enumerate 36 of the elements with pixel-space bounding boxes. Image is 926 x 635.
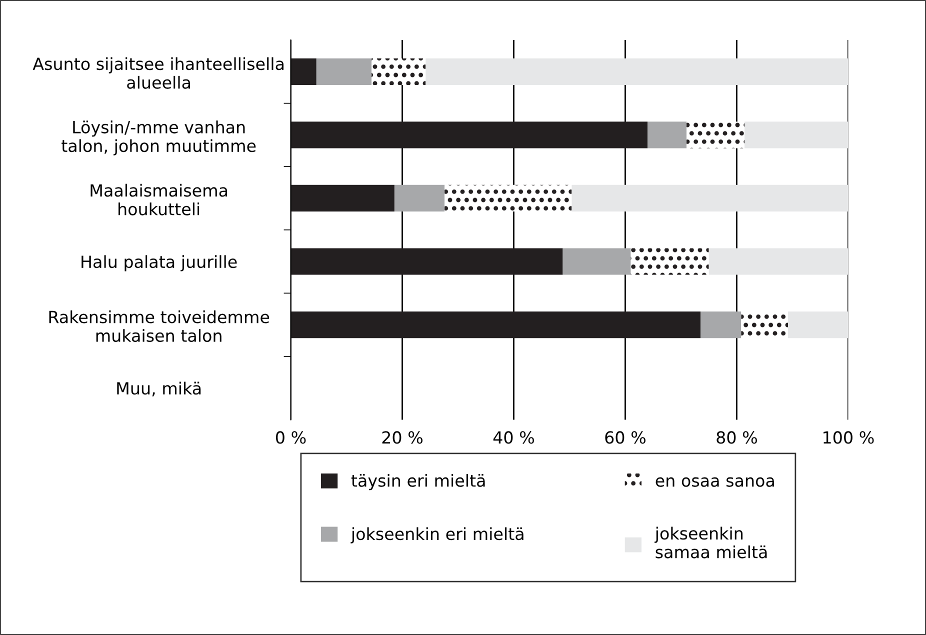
bar <box>290 58 316 85</box>
legend-label: täysin eri mieltä <box>351 474 485 490</box>
bar <box>572 184 848 212</box>
bar <box>741 312 788 338</box>
bar <box>444 184 572 212</box>
bar <box>426 58 848 85</box>
bar <box>394 184 445 212</box>
bar <box>290 312 700 338</box>
legend-label: en osaa sanoa <box>656 477 774 487</box>
bar <box>316 58 372 85</box>
bar <box>708 248 848 275</box>
legend-label: jokseenkin eri mieltä <box>350 527 524 544</box>
bar <box>686 122 745 148</box>
y-tick-label: Muu, mikä <box>117 382 201 396</box>
bar <box>562 248 631 275</box>
bar <box>648 122 687 148</box>
x-tick-label: 100 % <box>824 431 874 444</box>
y-tick-label: Maalaismaisema houkutteli <box>90 184 228 216</box>
legend-label: jokseenkin samaa mieltä <box>654 526 767 558</box>
bar <box>372 58 426 85</box>
y-tick-label: Asunto sijaitsee ihanteellisella alueella <box>32 57 284 89</box>
bar <box>744 122 848 148</box>
x-tick-label: 80 % <box>716 431 757 444</box>
bar <box>290 248 563 275</box>
x-tick-label: 0 % <box>276 431 306 444</box>
bar <box>700 312 742 338</box>
x-tick-label: 40 % <box>493 431 534 444</box>
y-tick-label: Halu palata juurille <box>82 255 237 272</box>
x-tick-label: 60 % <box>605 431 646 444</box>
y-tick-label: Löysin/-mme vanhan talon, johon muutimme <box>62 120 256 156</box>
bar <box>290 184 394 212</box>
bar <box>630 248 709 275</box>
x-tick-label: 20 % <box>382 431 423 444</box>
y-tick-label: Rakensimme toiveidemme mukaisen talon <box>49 310 270 342</box>
bar <box>290 122 648 148</box>
bar <box>788 312 848 338</box>
